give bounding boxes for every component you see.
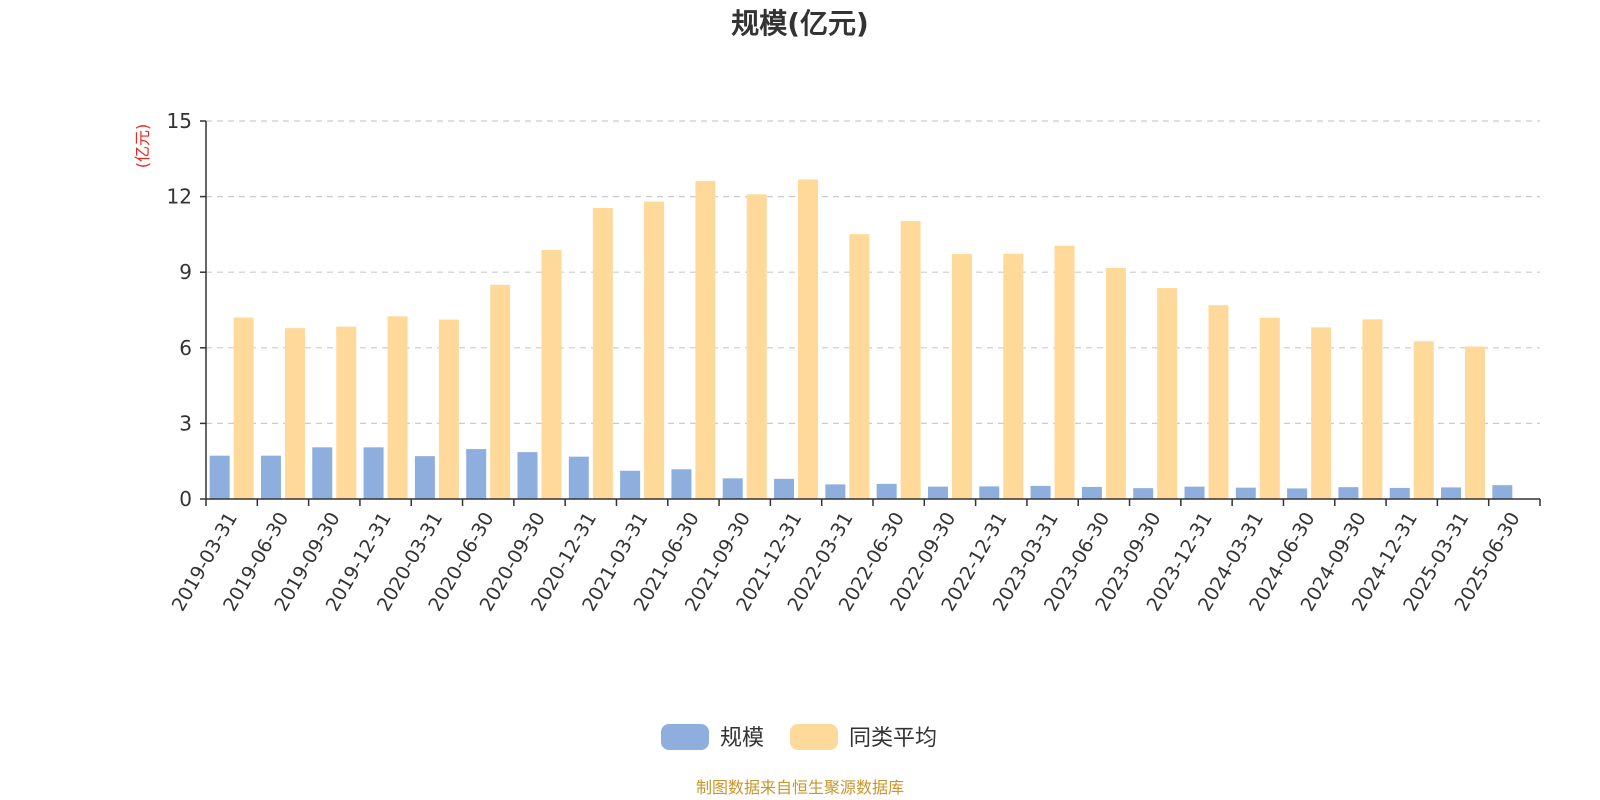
bar-scale	[260, 455, 281, 499]
bar-scale	[568, 456, 589, 499]
bar-peer-average	[1054, 245, 1075, 499]
chart-title: 规模(亿元)	[731, 7, 869, 40]
legend-swatch-peer-average	[790, 724, 838, 750]
bar-peer-average	[798, 179, 819, 500]
bar-peer-average	[336, 326, 357, 499]
bars	[209, 179, 1513, 500]
bar-peer-average	[1157, 288, 1178, 499]
y-tick-label: 15	[167, 109, 192, 133]
bar-peer-average	[695, 180, 716, 499]
bar-peer-average	[746, 194, 767, 499]
bar-scale	[876, 483, 897, 499]
bar-scale	[312, 447, 333, 499]
bar-peer-average	[951, 254, 972, 499]
bar-peer-average	[1003, 253, 1024, 499]
bar-peer-average	[1105, 267, 1126, 499]
legend-swatch-scale	[661, 724, 709, 750]
bar-scale	[209, 455, 230, 499]
legend-label-scale: 规模	[720, 726, 764, 751]
y-tick-label: 12	[167, 185, 192, 209]
bar-scale	[825, 484, 846, 499]
y-axis-unit-label: (亿元)	[133, 124, 152, 169]
y-tick-label: 9	[179, 260, 192, 284]
bar-scale	[620, 470, 641, 499]
bar-scale	[1287, 488, 1308, 499]
bar-scale	[1081, 486, 1102, 499]
bar-scale	[927, 486, 948, 499]
bar-scale	[1492, 485, 1513, 499]
bar-scale	[1441, 487, 1462, 499]
bar-scale	[1184, 486, 1205, 499]
bar-scale	[517, 452, 538, 499]
bar-scale	[1133, 488, 1154, 499]
y-tick-label: 6	[179, 336, 192, 360]
bar-peer-average	[490, 284, 511, 499]
bar-peer-average	[541, 250, 562, 499]
legend-label-peer-average: 同类平均	[849, 726, 937, 751]
bar-peer-average	[644, 201, 665, 499]
bar-peer-average	[1465, 346, 1486, 499]
bar-peer-average	[284, 328, 305, 499]
bar-scale	[722, 478, 743, 499]
bar-peer-average	[1362, 319, 1383, 499]
y-tick-label: 0	[179, 487, 192, 511]
bar-peer-average	[438, 319, 459, 499]
bar-scale	[466, 449, 487, 499]
bar-peer-average	[900, 221, 921, 499]
bar-scale	[979, 486, 1000, 499]
bar-peer-average	[1259, 317, 1280, 499]
bar-peer-average	[233, 317, 254, 499]
bar-peer-average	[1311, 327, 1332, 499]
bar-scale	[1030, 485, 1051, 499]
y-tick-label: 3	[179, 411, 192, 435]
bar-peer-average	[1208, 305, 1229, 499]
legend: 规模 同类平均	[661, 724, 937, 751]
bar-peer-average	[1413, 341, 1434, 499]
bar-scale	[414, 456, 435, 499]
bar-scale	[363, 447, 384, 499]
bar-peer-average	[849, 234, 870, 499]
bar-peer-average	[592, 207, 613, 499]
bar-scale	[1338, 487, 1359, 499]
bar-scale	[1389, 487, 1410, 499]
bar-scale	[671, 469, 692, 499]
bar-scale	[1235, 487, 1256, 499]
bar-peer-average	[387, 316, 408, 499]
data-source-note: 制图数据来自恒生聚源数据库	[696, 778, 904, 797]
bar-scale	[774, 478, 795, 499]
